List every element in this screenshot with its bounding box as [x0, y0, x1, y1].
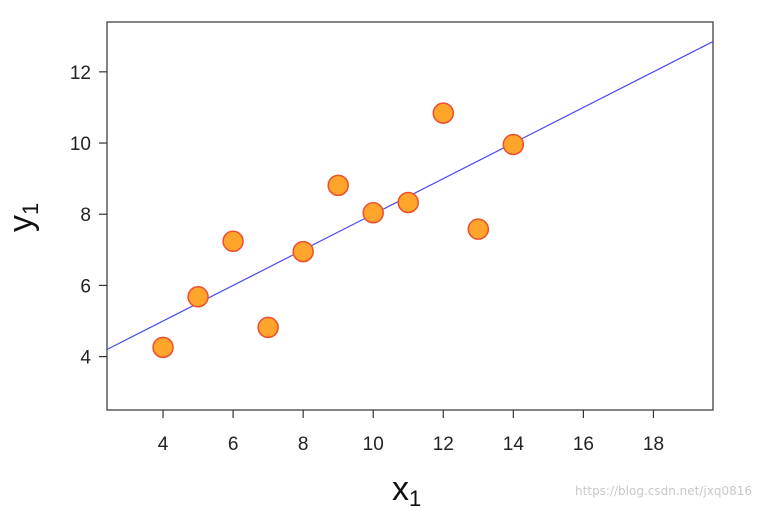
- watermark: https://blog.csdn.net/jxq0816: [575, 484, 752, 498]
- data-point: [292, 240, 314, 263]
- x-tick-label: 4: [158, 434, 169, 455]
- x-axis-title-subscript: 1: [409, 486, 421, 508]
- x-tick-label: 6: [228, 434, 239, 455]
- plot-frame: [106, 21, 714, 411]
- y-tick-label: 10: [70, 134, 91, 155]
- x-tick-label: 18: [643, 434, 664, 455]
- x-axis: 4 6 8 10 12 14 16 18: [158, 410, 664, 455]
- points-layer: [152, 102, 525, 359]
- x-axis-title: x1: [392, 470, 421, 508]
- y-tick-label: 6: [80, 276, 91, 297]
- data-point: [397, 191, 419, 214]
- data-point: [502, 133, 525, 156]
- data-point: [467, 218, 490, 240]
- data-point: [152, 336, 174, 359]
- x-tick-label: 16: [573, 434, 594, 455]
- data-point: [327, 174, 349, 197]
- y-tick-label: 4: [80, 348, 91, 369]
- x-tick-label: 8: [298, 434, 309, 455]
- x-tick-label: 10: [363, 434, 384, 455]
- y-tick-label: 12: [70, 63, 91, 84]
- y-axis-title-subscript: 1: [18, 203, 43, 215]
- data-point: [362, 202, 384, 224]
- x-tick-label: 14: [503, 434, 525, 455]
- y-axis: 4 6 8 10 12: [70, 63, 107, 369]
- y-tick-label: 8: [80, 205, 91, 226]
- y-axis-title: y1: [2, 203, 43, 232]
- x-tick-label: 12: [433, 434, 454, 455]
- data-point: [187, 286, 209, 308]
- data-point: [222, 230, 244, 253]
- data-point: [432, 102, 455, 124]
- data-point: [257, 316, 279, 339]
